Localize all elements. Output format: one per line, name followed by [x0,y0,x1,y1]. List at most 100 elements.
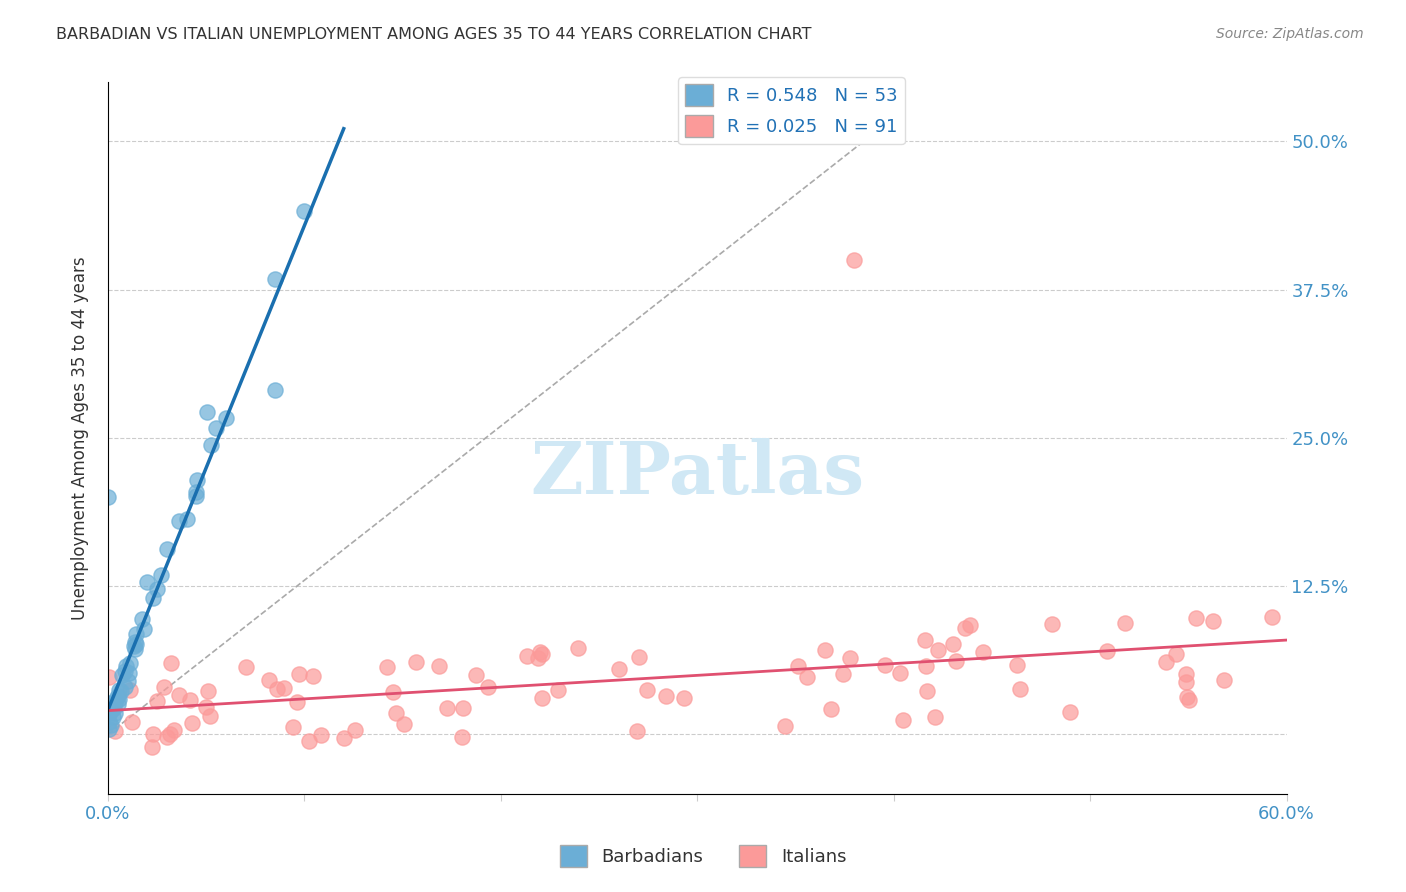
Point [609,662,631,676]
Legend: R = 0.548   N = 53, R = 0.025   N = 91: R = 0.548 N = 53, R = 0.025 N = 91 [678,77,905,145]
Point [787,658,810,673]
Point [451,730,474,744]
Point [1178,693,1201,707]
Point [392,717,415,731]
Point [942,637,965,651]
Point [257,673,280,687]
Point [628,650,651,665]
Point [198,709,221,723]
Point [838,651,860,665]
Point [451,701,474,715]
Point [914,633,936,648]
Point [1008,681,1031,696]
Point [176,512,198,526]
Point [180,716,202,731]
Point [429,659,451,673]
Point [142,591,165,606]
Point [945,654,967,668]
Point [891,713,914,727]
Point [141,740,163,755]
Point [547,683,569,698]
Point [107,683,129,698]
Point [124,639,146,653]
Point [186,473,208,487]
Point [97,490,120,504]
Point [636,682,658,697]
Point [924,710,946,724]
Point [1201,615,1223,629]
Point [375,660,398,674]
Point [115,659,138,673]
Point [530,647,553,661]
Point [98,670,121,684]
Point [477,680,499,694]
Point [124,635,146,649]
Point [124,637,146,651]
Point [131,612,153,626]
Point [527,650,550,665]
Point [889,665,911,680]
Point [873,657,896,672]
Point [1154,655,1177,669]
Point [153,680,176,694]
Point [103,698,125,713]
Point [101,701,124,715]
Point [531,690,554,705]
Point [382,685,405,699]
Point [405,655,427,669]
Text: BARBADIAN VS ITALIAN UNEMPLOYMENT AMONG AGES 35 TO 44 YEARS CORRELATION CHART: BARBADIAN VS ITALIAN UNEMPLOYMENT AMONG … [56,27,811,42]
Point [118,665,141,680]
Point [186,484,208,499]
Point [101,710,124,724]
Point [796,670,818,684]
Point [235,660,257,674]
Point [1095,644,1118,658]
Point [844,253,866,268]
Point [163,723,186,737]
Point [104,724,127,739]
Point [159,727,181,741]
Point [529,645,551,659]
Y-axis label: Unemployment Among Ages 35 to 44 years: Unemployment Among Ages 35 to 44 years [72,256,89,620]
Point [343,723,366,738]
Point [104,706,127,721]
Point [288,667,311,681]
Point [169,688,191,702]
Point [100,718,122,732]
Point [464,668,486,682]
Point [110,684,132,698]
Point [135,575,157,590]
Point [302,669,325,683]
Point [101,698,124,713]
Point [195,404,218,418]
Point [626,723,648,738]
Point [111,668,134,682]
Text: ZIPatlas: ZIPatlas [530,438,865,509]
Point [654,690,676,704]
Point [118,682,141,697]
Point [98,723,121,737]
Point [283,720,305,734]
Point [107,690,129,704]
Point [184,490,207,504]
Point [1114,616,1136,631]
Point [160,656,183,670]
Point [273,681,295,696]
Point [149,568,172,582]
Point [107,692,129,706]
Point [333,731,356,746]
Point [1175,690,1198,705]
Point [117,673,139,688]
Point [97,702,120,716]
Legend: Barbadians, Italians: Barbadians, Italians [553,838,853,874]
Point [114,680,136,694]
Point [1174,666,1197,681]
Point [294,203,316,218]
Point [285,695,308,709]
Point [103,695,125,709]
Point [98,715,121,730]
Point [915,659,938,673]
Point [298,734,321,748]
Text: Source: ZipAtlas.com: Source: ZipAtlas.com [1216,27,1364,41]
Point [1213,673,1236,687]
